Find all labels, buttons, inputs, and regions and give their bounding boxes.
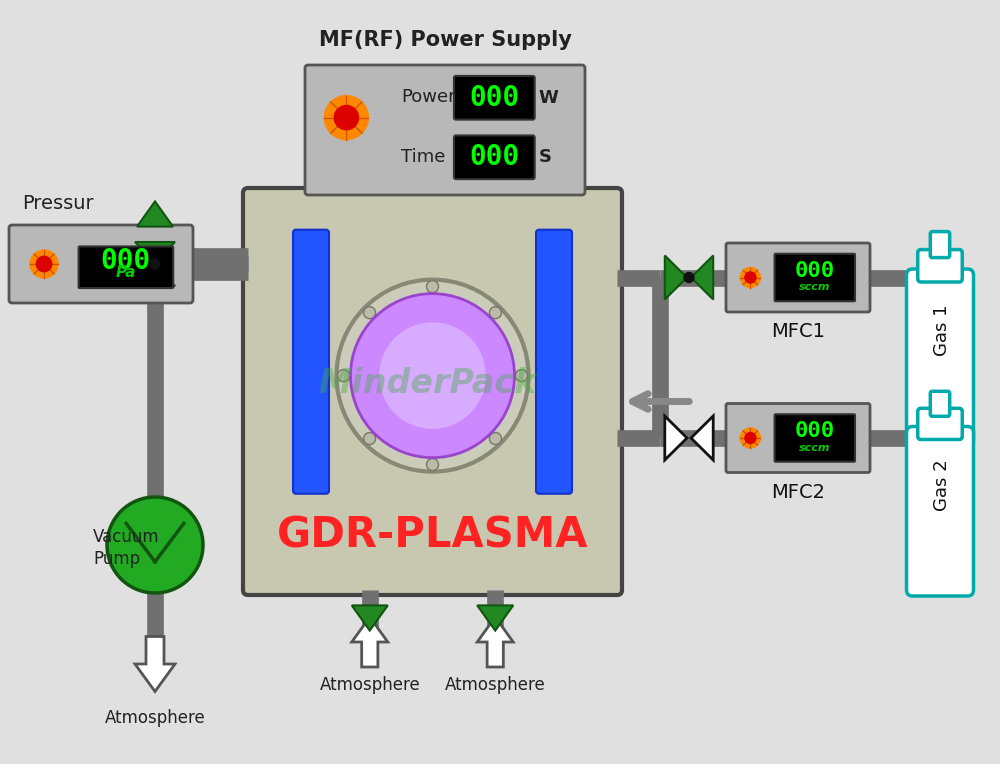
Text: 000: 000 [469,144,519,171]
Circle shape [351,293,514,458]
Circle shape [745,432,756,443]
Circle shape [684,273,694,283]
FancyBboxPatch shape [918,250,962,282]
Text: MFC2: MFC2 [771,483,825,501]
FancyBboxPatch shape [79,247,173,288]
Circle shape [364,306,376,319]
Text: sccm: sccm [799,282,831,292]
Text: Gas 1: Gas 1 [933,304,951,356]
Circle shape [427,280,439,293]
Text: Time: Time [401,148,446,167]
Polygon shape [352,605,388,630]
Text: Gas 2: Gas 2 [933,459,951,511]
FancyBboxPatch shape [918,408,962,439]
Circle shape [516,370,528,382]
FancyBboxPatch shape [454,76,535,120]
Text: GDR-PLASMA: GDR-PLASMA [277,514,588,556]
Polygon shape [665,416,687,460]
FancyBboxPatch shape [775,414,855,461]
Text: Vacuum: Vacuum [93,528,160,546]
Circle shape [107,497,203,593]
Polygon shape [135,242,175,262]
Text: Pump: Pump [93,550,140,568]
FancyBboxPatch shape [454,135,535,179]
Text: 000: 000 [795,421,835,441]
FancyBboxPatch shape [536,230,572,494]
Polygon shape [135,636,175,691]
Circle shape [150,259,160,269]
FancyBboxPatch shape [906,426,974,596]
Text: S: S [539,148,552,167]
Polygon shape [135,266,175,286]
Polygon shape [665,255,687,299]
FancyBboxPatch shape [930,231,950,257]
Circle shape [745,272,756,283]
Polygon shape [352,617,388,667]
Polygon shape [477,617,513,667]
FancyBboxPatch shape [9,225,193,303]
Text: Pa: Pa [116,265,136,280]
Text: Atmosphere: Atmosphere [319,676,420,694]
Circle shape [324,96,368,140]
Polygon shape [477,605,513,630]
Text: Atmosphere: Atmosphere [445,676,546,694]
Text: MinderPack: MinderPack [318,367,537,400]
FancyBboxPatch shape [243,188,622,595]
FancyBboxPatch shape [726,243,870,312]
Text: 000: 000 [469,84,519,112]
Text: Pressur: Pressur [22,194,94,213]
Text: Power: Power [401,88,456,105]
Circle shape [338,370,350,382]
Polygon shape [691,255,713,299]
FancyBboxPatch shape [726,403,870,472]
Text: W: W [539,89,559,107]
FancyBboxPatch shape [906,269,974,446]
FancyBboxPatch shape [305,65,585,195]
Text: 000: 000 [101,248,151,275]
FancyBboxPatch shape [293,230,329,494]
FancyBboxPatch shape [775,254,855,301]
Text: 000: 000 [795,261,835,280]
Text: MF(RF) Power Supply: MF(RF) Power Supply [319,30,571,50]
Circle shape [740,267,760,287]
Circle shape [337,280,528,471]
Text: sccm: sccm [799,442,831,452]
Circle shape [740,428,760,448]
Circle shape [334,105,358,130]
Polygon shape [691,416,713,460]
Text: Atmosphere: Atmosphere [105,709,205,727]
Polygon shape [137,202,173,227]
Circle shape [489,306,501,319]
Circle shape [364,432,376,445]
FancyBboxPatch shape [930,391,950,416]
Circle shape [427,458,439,471]
Circle shape [36,256,52,272]
Circle shape [30,250,58,278]
Text: MFC1: MFC1 [771,322,825,341]
Circle shape [489,432,501,445]
Circle shape [379,322,486,429]
